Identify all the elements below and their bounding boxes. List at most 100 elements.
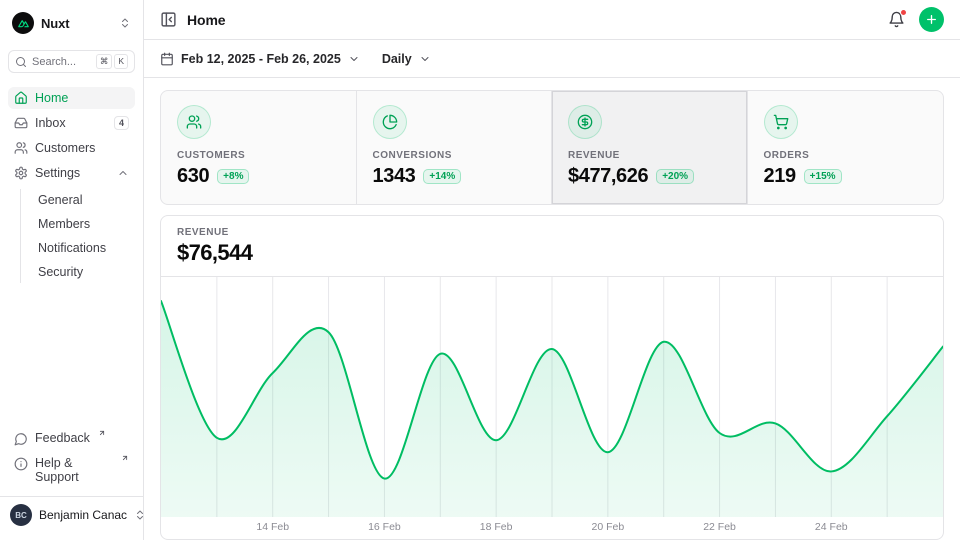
- user-menu[interactable]: BC Benjamin Canac: [10, 504, 144, 526]
- chevron-down-icon: [348, 53, 360, 65]
- x-tick-label: 24 Feb: [814, 521, 848, 533]
- stat-value: $477,626: [568, 165, 649, 187]
- message-circle-icon: [14, 432, 28, 446]
- page-header: Home: [144, 0, 960, 40]
- area-chart-svg: [161, 277, 943, 517]
- chart-header: REVENUE $76,544: [161, 216, 943, 277]
- stat-label: REVENUE: [568, 150, 620, 161]
- users-icon: [177, 105, 211, 139]
- feedback-label: Feedback: [35, 431, 90, 445]
- granularity-value: Daily: [381, 51, 412, 66]
- notifications-button[interactable]: [888, 9, 907, 28]
- collapse-sidebar-button[interactable]: [160, 11, 177, 28]
- workspace-switcher[interactable]: Nuxt: [8, 8, 135, 38]
- sidebar-item-label: Home: [35, 91, 69, 105]
- date-range-value: Feb 12, 2025 - Feb 26, 2025: [181, 51, 341, 66]
- stats-grid: CUSTOMERS 630 +8% CONVERSIONS 1343 +14%: [160, 90, 944, 205]
- stat-value: 1343: [372, 165, 416, 187]
- add-button[interactable]: [919, 7, 944, 32]
- kbd-k: K: [114, 54, 128, 69]
- sidebar-item-customers[interactable]: Customers: [8, 137, 135, 159]
- external-link-arrow-icon: [121, 454, 129, 462]
- area-chart: [161, 277, 943, 517]
- sidebar-footer: Feedback Help & Support BC Benjamin Cana…: [0, 427, 144, 532]
- sidebar-item-home[interactable]: Home: [8, 87, 135, 109]
- search-placeholder: Search...: [32, 55, 77, 68]
- sidebar-item-label: Settings: [35, 166, 81, 180]
- user-name: Benjamin Canac: [39, 508, 128, 522]
- sidebar-item-general[interactable]: General: [38, 193, 83, 207]
- filters-toolbar: Feb 12, 2025 - Feb 26, 2025 Daily: [144, 40, 960, 78]
- stat-delta-badge: +20%: [656, 169, 695, 184]
- feedback-link[interactable]: Feedback: [8, 427, 135, 450]
- sidebar-item-settings[interactable]: Settings: [8, 162, 135, 184]
- settings-submenu: General Members Notifications Security: [20, 189, 135, 283]
- page-title: Home: [187, 11, 226, 28]
- sidebar: Nuxt Search... ⌘ K Home: [0, 0, 144, 540]
- inbox-count-badge: 4: [113, 116, 129, 130]
- search-icon: [15, 56, 27, 68]
- sidebar-item-label: Customers: [35, 141, 96, 155]
- pie-chart-icon: [372, 105, 407, 139]
- stat-delta-badge: +14%: [423, 169, 462, 184]
- kbd-cmd: ⌘: [95, 54, 113, 69]
- stat-delta-badge: +8%: [217, 169, 250, 184]
- stat-label: CUSTOMERS: [177, 150, 246, 161]
- sidebar-nav: Home Inbox 4 Customers Settings: [8, 87, 135, 285]
- granularity-select[interactable]: Daily: [382, 52, 431, 66]
- main-panel: Home Feb 12, 2025 - Feb 26, 2025: [144, 0, 960, 540]
- help-support-link[interactable]: Help & Support: [8, 452, 135, 488]
- date-range-picker[interactable]: Feb 12, 2025 - Feb 26, 2025: [160, 52, 360, 66]
- chart-area-fill: [161, 301, 943, 517]
- notification-dot: [900, 9, 907, 16]
- stat-card-revenue[interactable]: REVENUE $477,626 +20%: [552, 91, 748, 204]
- chevron-up-icon: [117, 167, 129, 179]
- x-tick-label: 22 Feb: [703, 521, 736, 533]
- x-tick-label: 16 Feb: [368, 521, 401, 533]
- inbox-icon: [14, 116, 28, 130]
- sidebar-item-label: Inbox: [35, 116, 66, 130]
- avatar: BC: [10, 504, 32, 526]
- x-tick-label: 18 Feb: [479, 521, 513, 533]
- revenue-chart-card: REVENUE $76,544: [160, 215, 944, 540]
- shopping-cart-icon: [763, 105, 798, 139]
- chevron-down-icon: [419, 53, 431, 65]
- sidebar-item-security[interactable]: Security: [38, 265, 84, 279]
- stat-value: 630: [177, 165, 210, 187]
- home-icon: [14, 91, 28, 105]
- x-tick-label: 20 Feb: [591, 521, 625, 533]
- x-tick-label: 14 Feb: [256, 521, 290, 533]
- search-input[interactable]: Search... ⌘ K: [8, 50, 135, 73]
- sidebar-item-notifications[interactable]: Notifications: [38, 241, 107, 255]
- chart-metric-value: $76,544: [177, 240, 253, 265]
- stat-card-customers[interactable]: CUSTOMERS 630 +8%: [161, 91, 357, 204]
- bell-icon: [889, 11, 904, 28]
- calendar-icon: [160, 52, 174, 66]
- stat-value: 219: [763, 165, 797, 187]
- stat-card-orders[interactable]: ORDERS 219 +15%: [748, 91, 944, 204]
- x-axis-labels: 14 Feb 16 Feb 18 Feb 20 Feb 22 Feb 24 Feb: [161, 517, 943, 539]
- external-link-arrow-icon: [98, 429, 106, 437]
- sidebar-item-inbox[interactable]: Inbox 4: [8, 112, 135, 134]
- stat-delta-badge: +15%: [803, 169, 842, 184]
- stat-label: CONVERSIONS: [372, 150, 452, 161]
- users-icon: [14, 141, 28, 155]
- header-actions: [888, 7, 944, 32]
- chart-line: [161, 301, 943, 479]
- chevrons-up-down-icon: [119, 17, 131, 29]
- chevrons-up-down-icon: [134, 509, 146, 521]
- chart-body: 14 Feb 16 Feb 18 Feb 20 Feb 22 Feb 24 Feb: [161, 277, 943, 539]
- plus-icon: [927, 15, 936, 24]
- search-kbd-shortcut: ⌘ K: [95, 54, 128, 69]
- stat-card-conversions[interactable]: CONVERSIONS 1343 +14%: [357, 91, 552, 204]
- dashboard-content: CUSTOMERS 630 +8% CONVERSIONS 1343 +14%: [144, 78, 960, 540]
- chart-metric-label: REVENUE: [177, 227, 229, 238]
- circle-dollar-icon: [568, 105, 602, 139]
- workspace-name: Nuxt: [41, 15, 70, 31]
- gear-icon: [14, 166, 28, 180]
- help-support-label: Help & Support: [35, 456, 79, 484]
- info-icon: [14, 457, 28, 471]
- user-menu-section: BC Benjamin Canac: [0, 496, 144, 528]
- sidebar-item-members[interactable]: Members: [38, 217, 91, 231]
